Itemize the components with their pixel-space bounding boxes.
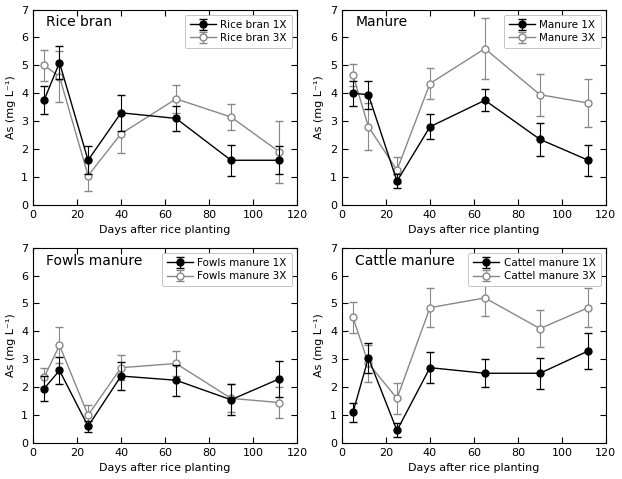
Legend: Cattel manure 1X, Cattel manure 3X: Cattel manure 1X, Cattel manure 3X xyxy=(468,253,601,286)
Text: Rice bran: Rice bran xyxy=(46,15,113,29)
X-axis label: Days after rice planting: Days after rice planting xyxy=(408,225,540,235)
Text: Manure: Manure xyxy=(355,15,407,29)
Text: Cattle manure: Cattle manure xyxy=(355,253,455,268)
X-axis label: Days after rice planting: Days after rice planting xyxy=(100,464,231,473)
Legend: Rice bran 1X, Rice bran 3X: Rice bran 1X, Rice bran 3X xyxy=(185,15,292,48)
Text: Fowls manure: Fowls manure xyxy=(46,253,142,268)
Y-axis label: As (mg L⁻¹): As (mg L⁻¹) xyxy=(315,75,325,139)
Y-axis label: As (mg L⁻¹): As (mg L⁻¹) xyxy=(6,313,16,377)
Y-axis label: As (mg L⁻¹): As (mg L⁻¹) xyxy=(315,313,325,377)
Legend: Manure 1X, Manure 3X: Manure 1X, Manure 3X xyxy=(504,15,601,48)
X-axis label: Days after rice planting: Days after rice planting xyxy=(100,225,231,235)
X-axis label: Days after rice planting: Days after rice planting xyxy=(408,464,540,473)
Legend: Fowls manure 1X, Fowls manure 3X: Fowls manure 1X, Fowls manure 3X xyxy=(162,253,292,286)
Y-axis label: As (mg L⁻¹): As (mg L⁻¹) xyxy=(6,75,16,139)
